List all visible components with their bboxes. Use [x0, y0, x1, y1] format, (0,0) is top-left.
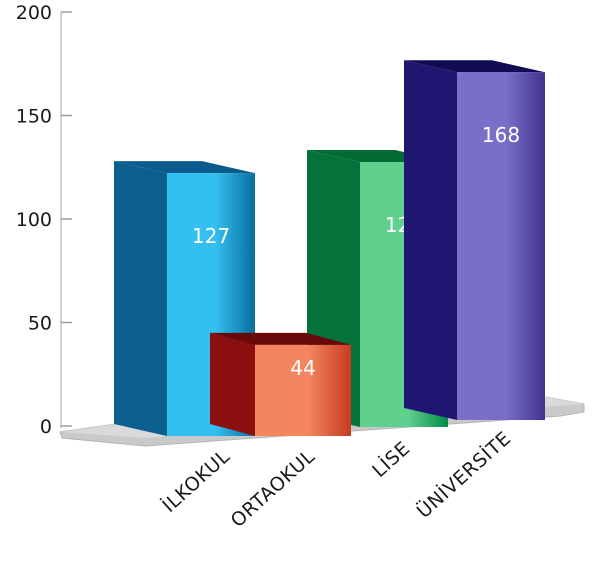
bars: 12712844168	[114, 60, 545, 437]
bar-cat3: 168	[404, 60, 545, 421]
y-tick-label: 200	[16, 2, 52, 24]
y-tick-label: 50	[28, 313, 52, 335]
bar-top-face	[210, 332, 351, 345]
bar-cat1: 44	[210, 332, 351, 436]
bar-side-face	[210, 332, 255, 436]
y-axis: 0 50 100 150 200	[16, 2, 72, 438]
bar-top-face	[404, 60, 545, 73]
category-label: ORTAOKUL	[227, 445, 320, 532]
category-label: LİSE	[368, 437, 415, 482]
bar-side-face	[114, 161, 167, 437]
bar-side-face	[404, 60, 457, 421]
value-label: 44	[290, 356, 315, 380]
y-tick-label: 0	[40, 416, 52, 438]
value-label: 168	[482, 123, 520, 147]
category-label: İLKOKUL	[158, 445, 235, 517]
bar-front-face	[457, 72, 545, 421]
y-tick-label: 150	[16, 106, 52, 128]
bar-front-face	[255, 344, 351, 436]
category-label: ÜNİVERSİTE	[412, 427, 515, 523]
bar-top-face	[114, 161, 255, 174]
value-label: 127	[192, 224, 230, 248]
y-tick-label: 100	[16, 209, 52, 231]
